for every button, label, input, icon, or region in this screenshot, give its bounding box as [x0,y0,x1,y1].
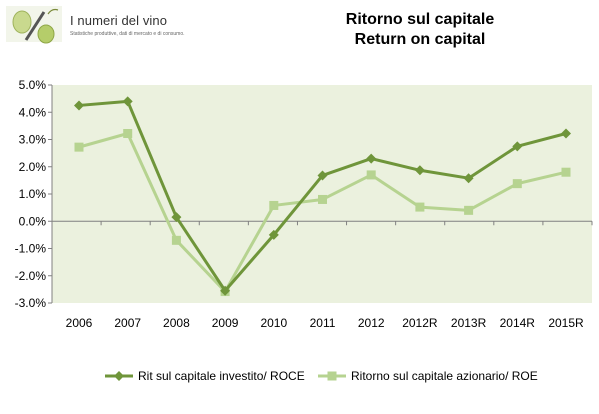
data-point-square [123,129,133,139]
x-axis: 2006 2007 2008 2009 2010 2011 2012 2012R 2013R 20… [51,220,593,330]
y-tick-label: -2.0% [15,269,47,283]
x-tick-label: 2014R [500,316,536,330]
data-point-diamond [414,165,425,176]
y-tick-label: 5.0% [19,78,47,92]
y-tick-label: -3.0% [15,296,47,310]
y-tick-label: 2.0% [19,160,47,174]
x-tick-label: 2013R [451,316,487,330]
x-tick-label: 2012 [358,316,385,330]
data-point-square [366,170,376,180]
data-point-diamond [512,141,523,152]
data-point-square [512,179,522,189]
legend-item-2: Ritorno sul capitale azionario/ ROE [318,369,538,383]
chart-title-line-2: Return on capital [354,31,486,48]
y-tick-label: -1.0% [15,242,47,256]
legend-item-1: Rit sul capitale investito/ ROCE [105,369,305,383]
data-point-square [269,200,279,210]
y-tick-label: 0.0% [19,214,47,228]
data-point-diamond [122,96,133,107]
data-point-square [464,205,474,215]
x-tick-label: 2011 [310,316,336,330]
y-tick-label: 3.0% [19,133,47,147]
chart-title: Ritorno sul capitale Return on capital [290,10,550,50]
legend-label: Ritorno sul capitale azionario/ ROE [351,369,538,383]
data-point-square [318,194,327,204]
data-point-square [171,235,181,245]
data-point-diamond [561,128,571,139]
plot-area [52,85,592,303]
logo-tagline: Statistiche produttive, dati di mercato … [70,31,185,37]
x-tick-label: 2012R [402,316,438,330]
data-point-diamond [171,212,182,223]
data-point-square [415,202,425,212]
legend-marker-diamond [114,371,124,381]
x-tick-label: 2008 [163,316,190,330]
data-point-diamond [74,100,84,111]
chart-title-line-1: Ritorno sul capitale [345,11,495,28]
data-point-diamond [220,285,231,296]
data-point-diamond [366,153,377,164]
wine-glass-pear-icon [6,6,62,44]
data-point-diamond [317,170,328,181]
data-point-diamond [463,173,474,184]
data-point-square [561,167,571,177]
series-2 [74,129,571,297]
y-tick-label: 4.0% [19,105,47,119]
logo: I numeri del vino Statistiche produttive… [4,4,185,44]
y-axis: 5.0% 4.0% 3.0% 2.0% 1.0% 0.0% -1.0% -2.0% -3.0% [15,78,53,310]
legend-label: Rit sul capitale investito/ ROCE [138,369,305,383]
x-tick-label: 2007 [114,316,141,330]
y-tick-label: 1.0% [19,187,47,201]
x-tick-label: 2010 [260,316,287,330]
legend: Rit sul capitale investito/ ROCE Ritorno … [105,369,538,383]
x-tick-label: 2009 [212,316,239,330]
x-tick-label: 2015R [548,316,584,330]
logo-title: I numeri del vino [70,13,168,28]
x-tick-label: 2006 [66,316,93,330]
data-point-square [74,142,84,152]
series-layer [74,96,571,297]
series-1 [74,96,571,296]
legend-marker-square [327,371,337,381]
data-point-diamond [268,229,279,240]
